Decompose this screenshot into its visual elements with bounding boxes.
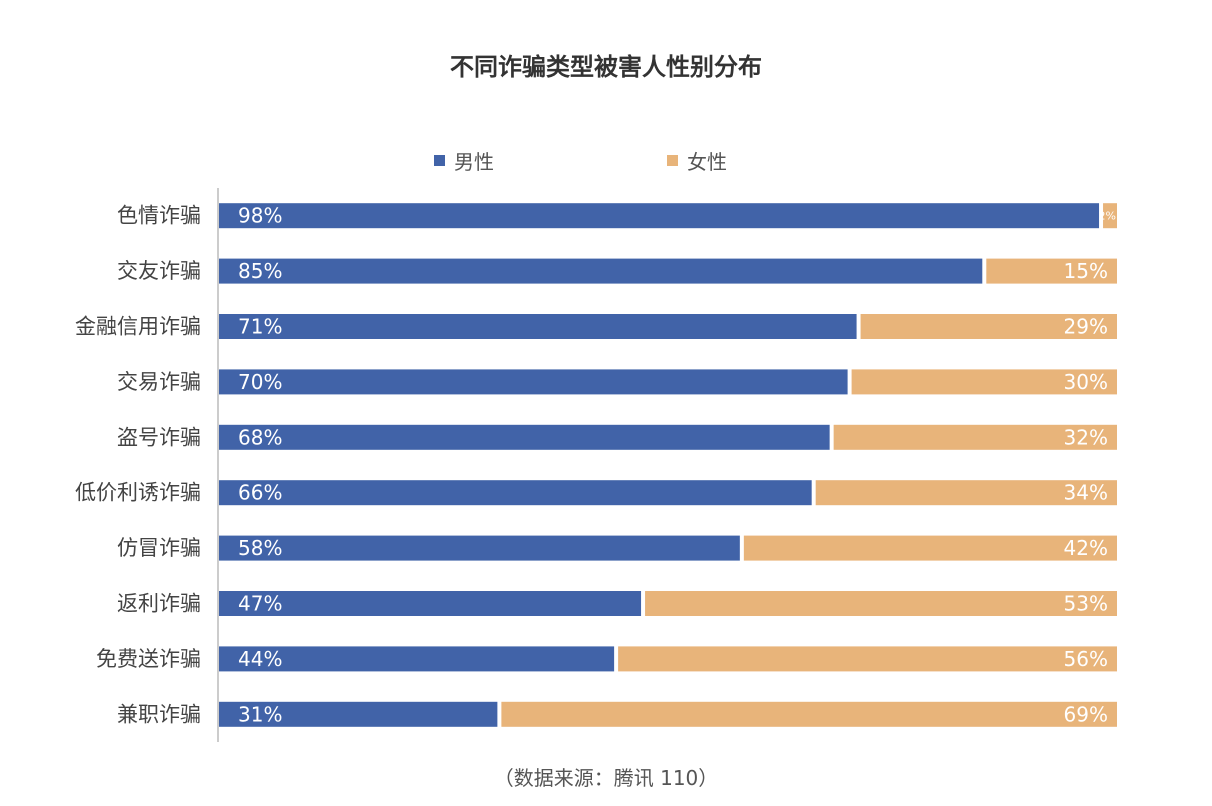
data-label-male: 44% <box>238 647 282 671</box>
category-label: 金融信用诈骗 <box>75 315 201 339</box>
legend-label-male: 男性 <box>454 150 494 174</box>
bar-male <box>219 424 830 450</box>
data-label-male: 31% <box>238 702 282 726</box>
data-label-male: 98% <box>238 204 282 228</box>
category-label: 交友诈骗 <box>117 259 201 283</box>
bar-female <box>860 314 1117 339</box>
category-label: 返利诈骗 <box>117 592 201 616</box>
data-label-male: 85% <box>238 259 282 283</box>
legend-swatch-male <box>434 155 445 166</box>
category-label: 仿冒诈骗 <box>117 536 201 560</box>
category-label: 色情诈骗 <box>117 204 201 228</box>
bar-male <box>219 646 615 672</box>
category-label: 免费送诈骗 <box>96 647 201 671</box>
data-label-female: 34% <box>1064 481 1108 505</box>
bar-female <box>618 646 1117 672</box>
bar-male <box>219 535 740 561</box>
bar-male <box>219 258 983 284</box>
chart-title: 不同诈骗类型被害人性别分布 <box>450 53 762 81</box>
data-label-female: 30% <box>1064 370 1108 394</box>
data-label-female: 69% <box>1064 702 1108 726</box>
data-label-male: 66% <box>238 481 282 505</box>
data-label-male: 71% <box>238 315 282 339</box>
category-label: 交易诈骗 <box>117 370 201 394</box>
data-label-female: 53% <box>1064 592 1108 616</box>
category-label: 兼职诈骗 <box>117 702 201 726</box>
data-label-male: 58% <box>238 536 282 560</box>
legend-swatch-female <box>667 155 678 166</box>
data-label-female: 56% <box>1064 647 1108 671</box>
source-note: （数据来源：腾讯 110） <box>493 766 719 790</box>
data-label-male: 68% <box>238 425 282 449</box>
bar-female <box>743 535 1117 561</box>
bar-female <box>815 480 1117 506</box>
data-label-male: 70% <box>238 370 282 394</box>
legend-item-male: 男性 <box>434 146 494 175</box>
data-label-male: 47% <box>238 592 282 616</box>
bar-male <box>219 203 1100 229</box>
data-label-female: 29% <box>1064 315 1108 339</box>
bar-female <box>851 369 1117 395</box>
data-label-female: 2% <box>1099 210 1116 223</box>
bar-female <box>501 701 1117 727</box>
bar-female <box>645 591 1117 616</box>
bar-male <box>219 480 812 506</box>
bar-male <box>219 701 498 727</box>
category-label: 低价利诱诈骗 <box>75 481 201 505</box>
bar-male <box>219 591 642 616</box>
bar-male <box>219 314 857 339</box>
bar-male <box>219 369 848 395</box>
category-label: 盗号诈骗 <box>117 425 201 449</box>
legend-label-female: 女性 <box>687 150 727 174</box>
data-label-female: 15% <box>1064 259 1108 283</box>
bar-female <box>1103 203 1117 229</box>
data-label-female: 32% <box>1064 425 1108 449</box>
bar-female <box>833 424 1117 450</box>
data-label-female: 42% <box>1064 536 1108 560</box>
bar-female <box>986 258 1117 284</box>
legend: 男性 女性 <box>0 146 1212 176</box>
legend-item-female: 女性 <box>667 146 727 175</box>
